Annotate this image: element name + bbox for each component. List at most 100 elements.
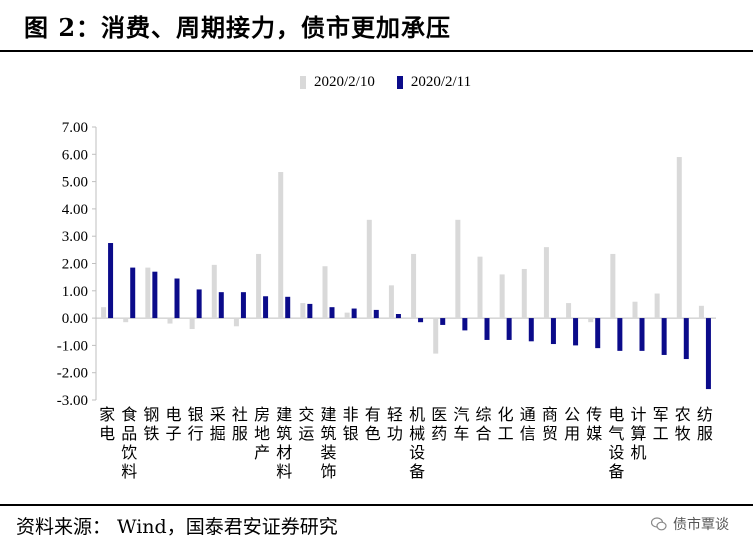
x-category-label-char: 设 [608, 443, 624, 462]
source-note: 资料来源： Wind，国泰君安证券研究 [16, 516, 338, 538]
x-category-label-char: 房 [254, 405, 270, 424]
y-tick-label: -1.00 [57, 338, 88, 354]
y-tick-label: 2.00 [62, 257, 88, 273]
x-category-label-char: 备 [608, 462, 624, 481]
x-category-label-char: 工 [498, 424, 514, 443]
bar-series1 [366, 219, 372, 319]
x-category-label-char: 服 [232, 424, 248, 443]
x-category-label-char: 饮 [121, 443, 137, 462]
x-category-label-char: 牧 [675, 424, 691, 443]
x-category-label-char: 汽 [453, 405, 469, 424]
bar-series2 [130, 267, 136, 319]
bar-series1 [388, 285, 394, 319]
bar-series1 [566, 303, 572, 319]
x-category-label-char: 通 [520, 405, 536, 424]
bar-series2 [528, 318, 534, 342]
x-category-label-char: 料 [121, 462, 137, 481]
x-category-label-char: 计 [630, 405, 646, 424]
bar-series2 [351, 308, 357, 319]
bar-series1 [610, 253, 616, 319]
x-category-label-char: 传 [586, 405, 602, 424]
y-tick-label: 7.00 [62, 120, 88, 136]
x-category-label-char: 料 [276, 462, 292, 481]
bar-series1 [322, 266, 328, 319]
x-category-label-char: 电 [608, 405, 624, 424]
bar-series1 [676, 157, 682, 319]
bar-series2 [573, 318, 579, 346]
bar-series2 [152, 271, 158, 319]
x-category-label-char: 贸 [542, 424, 558, 443]
bar-series2 [285, 296, 291, 319]
legend-label-series1: 2020/2/10 [314, 74, 375, 90]
bar-series1 [256, 253, 262, 319]
x-category-label-char: 设 [409, 443, 425, 462]
x-category-label-char: 交 [298, 405, 314, 424]
x-category-label-char: 银 [188, 405, 204, 424]
x-category-label-char: 子 [165, 424, 181, 443]
x-category-label-char: 家 [99, 405, 115, 424]
y-tick-label: 3.00 [62, 229, 88, 245]
bar-series2 [506, 318, 512, 340]
x-category-label-char: 筑 [320, 424, 336, 443]
x-category-label-char: 用 [564, 424, 580, 443]
x-category-label-char: 医 [431, 405, 447, 424]
x-category-label-char: 算 [630, 424, 646, 443]
bar-series2 [595, 318, 601, 349]
bar-series2 [174, 278, 180, 319]
bar-series1 [123, 318, 129, 323]
x-category-label-char: 社 [232, 405, 248, 424]
bar-series1 [698, 305, 704, 319]
bar-series1 [211, 264, 217, 319]
bar-series1 [145, 267, 151, 319]
x-category-label-char: 筑 [276, 424, 292, 443]
bar-series1 [344, 312, 350, 319]
y-tick-label: 6.00 [62, 147, 88, 163]
bar-series2 [218, 292, 224, 319]
bar-series2 [639, 318, 645, 351]
x-category-label-char: 行 [188, 424, 204, 443]
x-category-label-char: 农 [675, 405, 691, 424]
x-category-label-char: 产 [254, 443, 270, 462]
bar-series2 [329, 307, 335, 319]
bar-series1 [411, 253, 417, 319]
bar-series1 [455, 219, 461, 319]
bar-series2 [307, 303, 313, 319]
bar-chart: 7.00 6.00 5.00 4.00 3.00 2.00 1.00 0.00 -1.00 -2.… [57, 120, 716, 481]
bar-series2 [440, 318, 446, 325]
bar-series1 [278, 172, 284, 319]
bar-series2 [550, 318, 556, 345]
y-tick-label: 4.00 [62, 202, 88, 218]
x-category-label-char: 运 [298, 424, 314, 443]
bar-series1 [654, 293, 660, 319]
y-tick-label: 1.00 [62, 284, 88, 300]
bar-series2 [484, 318, 490, 340]
legend-swatch-series1 [300, 76, 306, 89]
legend-label-series2: 2020/2/11 [410, 74, 472, 90]
x-category-label-char: 合 [475, 424, 491, 443]
x-category-label-char: 机 [630, 443, 646, 462]
bar-series2 [418, 318, 424, 323]
figure-title: 图 2：消费、周期接力，债市更加承压 [24, 13, 452, 42]
chart-legend: 2020/2/10 2020/2/11 [300, 74, 493, 91]
x-category-label-char: 银 [343, 424, 359, 443]
x-category-label-char: 综 [475, 405, 491, 424]
bar-series1 [189, 318, 195, 330]
x-category-label-char: 军 [653, 405, 669, 424]
x-category-label-char: 信 [520, 424, 536, 443]
x-category-label-char: 轻 [387, 405, 403, 424]
watermark-text: 债市覃谈 [673, 517, 729, 533]
footer-divider [0, 504, 753, 506]
bar-series2 [617, 318, 623, 351]
x-category-label-char: 机 [409, 405, 425, 424]
bar-series1 [433, 318, 439, 354]
bar-series2 [395, 314, 401, 319]
x-category-label-char: 气 [608, 424, 624, 443]
x-category-label-char: 公 [564, 405, 580, 424]
x-category-label-char: 备 [409, 462, 425, 481]
x-category-label-char: 饰 [320, 462, 336, 481]
x-category-label-char: 商 [542, 405, 558, 424]
watermark: 债市覃谈 [651, 514, 729, 534]
bar-series1 [477, 256, 483, 319]
x-category-label-char: 食 [121, 405, 137, 424]
x-category-label-char: 有 [365, 405, 381, 424]
